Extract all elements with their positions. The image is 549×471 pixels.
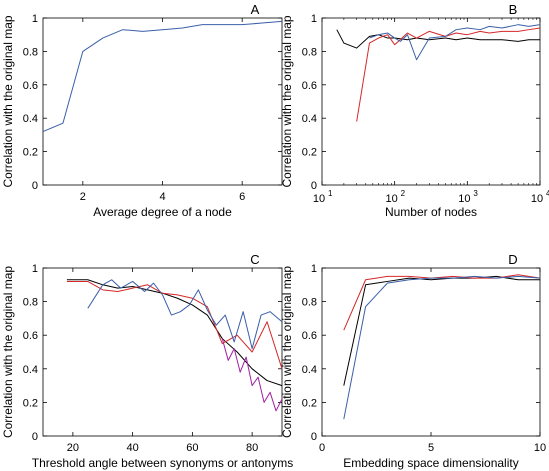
x-tick-exponent-b: 1 bbox=[328, 189, 333, 198]
y-axis-label-a: Correlation with the original map bbox=[1, 15, 15, 187]
series-line-b-2 bbox=[356, 27, 541, 122]
x-axis-label-b: Number of nodes bbox=[385, 205, 477, 219]
x-tick-label-d: 10 bbox=[534, 442, 546, 454]
panel-a: 0 0.2 0.4 0.6 0.8 1 2 4 6 A Average degree of a no… bbox=[1, 2, 283, 219]
series-line-d-1 bbox=[343, 275, 540, 386]
y-tick-label-b: 1 bbox=[311, 13, 317, 25]
x-axis-label-c: Threshold angle between synonyms or anto… bbox=[32, 456, 293, 470]
y-tick-label-c: 0.6 bbox=[23, 330, 38, 342]
x-tick-label-b: 10 bbox=[386, 193, 398, 205]
y-axis-label-b: Correlation with the original map bbox=[280, 15, 294, 187]
y-tick-label-c: 0.4 bbox=[23, 364, 38, 376]
series-line-d-3 bbox=[343, 275, 541, 420]
y-tick-label-c: 0.2 bbox=[23, 397, 38, 409]
panel-letter-d: D bbox=[508, 252, 517, 267]
x-tick-label-b: 10 bbox=[458, 193, 470, 205]
panel-letter-b: B bbox=[509, 2, 518, 17]
series-line-c-1 bbox=[66, 279, 283, 387]
panel-letter-a: A bbox=[251, 2, 260, 17]
x-tick-label-a: 4 bbox=[159, 191, 165, 203]
x-tick-label-c: 60 bbox=[186, 442, 198, 454]
x-axis-label-a: Average degree of a node bbox=[93, 205, 232, 219]
x-tick-label-d: 5 bbox=[428, 442, 434, 454]
y-tick-label-b: 0.6 bbox=[302, 80, 317, 92]
axes-box-a bbox=[42, 17, 283, 186]
y-tick-label-b: 0.2 bbox=[302, 147, 317, 159]
series-line-c-2 bbox=[66, 280, 283, 369]
panel-letter-c: C bbox=[250, 252, 259, 267]
y-tick-label-b: 0.8 bbox=[302, 46, 317, 58]
x-tick-label-c: 20 bbox=[67, 442, 79, 454]
y-tick-label-d: 0.8 bbox=[302, 297, 317, 309]
y-tick-label-a: 0.4 bbox=[23, 113, 38, 125]
x-tick-exponent-b: 4 bbox=[546, 189, 549, 198]
series-line-b-1 bbox=[336, 29, 540, 49]
x-tick-label-b: 10 bbox=[313, 193, 325, 205]
series-line-c-4 bbox=[221, 338, 283, 412]
x-tick-exponent-b: 2 bbox=[401, 189, 406, 198]
y-tick-label-d: 0.4 bbox=[302, 364, 317, 376]
x-tick-exponent-b: 3 bbox=[473, 189, 478, 198]
x-tick-label-b: 10 bbox=[531, 193, 543, 205]
y-axis-label-d: Correlation with the original map bbox=[280, 266, 294, 438]
y-tick-label-c: 0 bbox=[32, 431, 38, 443]
series-line-b-3 bbox=[369, 24, 541, 61]
x-tick-label-d: 0 bbox=[319, 442, 325, 454]
y-tick-label-a: 0.8 bbox=[23, 46, 38, 58]
y-tick-label-b: 0.4 bbox=[302, 113, 317, 125]
axes-box-b bbox=[321, 17, 541, 186]
y-tick-label-c: 1 bbox=[32, 263, 38, 275]
y-tick-label-d: 1 bbox=[311, 263, 317, 275]
y-tick-label-a: 0.2 bbox=[23, 147, 38, 159]
y-tick-label-d: 0 bbox=[311, 431, 317, 443]
series-line-a-1 bbox=[42, 20, 283, 133]
panel-c: 0 0.2 0.4 0.6 0.8 1 20 40 60 80 C Threshold angle b… bbox=[1, 252, 293, 470]
series-line-d-2 bbox=[343, 274, 541, 331]
y-tick-label-b: 0 bbox=[311, 180, 317, 192]
y-tick-label-a: 0 bbox=[32, 180, 38, 192]
series-line-c-3 bbox=[87, 279, 283, 350]
axes-box-d bbox=[321, 267, 541, 437]
y-tick-label-d: 0.2 bbox=[302, 397, 317, 409]
x-tick-label-c: 80 bbox=[246, 442, 258, 454]
x-tick-label-a: 6 bbox=[239, 191, 245, 203]
x-tick-label-a: 2 bbox=[80, 191, 86, 203]
y-tick-label-a: 1 bbox=[32, 13, 38, 25]
y-tick-label-c: 0.8 bbox=[23, 297, 38, 309]
y-axis-label-c: Correlation with the original map bbox=[1, 266, 15, 438]
y-tick-label-d: 0.6 bbox=[302, 330, 317, 342]
y-tick-label-a: 0.6 bbox=[23, 80, 38, 92]
axes-box-c bbox=[42, 267, 283, 437]
x-tick-label-c: 40 bbox=[127, 442, 139, 454]
x-axis-label-d: Embedding space dimensionality bbox=[343, 456, 518, 470]
